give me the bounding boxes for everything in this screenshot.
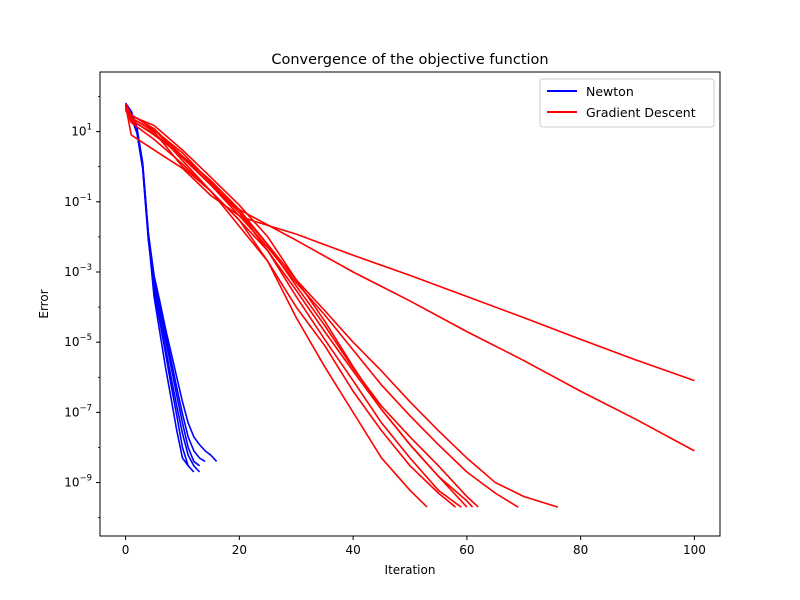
x-tick-label: 60: [459, 543, 474, 557]
series-line-gradient-descent-13: [124, 108, 468, 508]
y-tick-label: 10−7: [64, 403, 92, 419]
y-tick-label: 10−3: [64, 263, 92, 279]
legend-label-gradient-descent: Gradient Descent: [586, 105, 696, 120]
plot-area: [99, 71, 721, 537]
chart-title: Convergence of the objective function: [271, 52, 548, 68]
plot-frame: [99, 71, 721, 537]
series-line-gradient-descent-12: [124, 106, 559, 508]
legend-box: [539, 78, 715, 128]
x-tick-label: 80: [573, 543, 588, 557]
series-line-newton-5: [124, 102, 218, 462]
y-tick-label: 10−9: [64, 474, 92, 490]
y-tick-label: 10−1: [64, 193, 92, 209]
x-tick-label: 20: [232, 543, 247, 557]
series-line-gradient-descent-8: [124, 106, 462, 508]
y-axis: 10−9 10−7 10−5 10−3 10−1 101: [64, 96, 100, 519]
series-line-gradient-descent-15: [124, 105, 695, 382]
x-tick-label: 40: [345, 543, 360, 557]
y-tick-label: 10−5: [64, 333, 92, 349]
series-line-gradient-descent-11: [124, 107, 519, 508]
x-axis-label: Iteration: [385, 563, 436, 577]
x-tick-label: 100: [683, 543, 706, 557]
series-layer: [124, 102, 695, 508]
y-tick-label: 101: [71, 123, 92, 139]
x-axis: 0 20 40 60 80 100: [122, 536, 706, 557]
y-axis-label: Error: [37, 289, 51, 318]
legend: Newton Gradient Descent: [539, 78, 715, 128]
x-tick-label: 0: [122, 543, 130, 557]
series-line-gradient-descent-14: [124, 103, 695, 452]
legend-label-newton: Newton: [586, 84, 634, 99]
